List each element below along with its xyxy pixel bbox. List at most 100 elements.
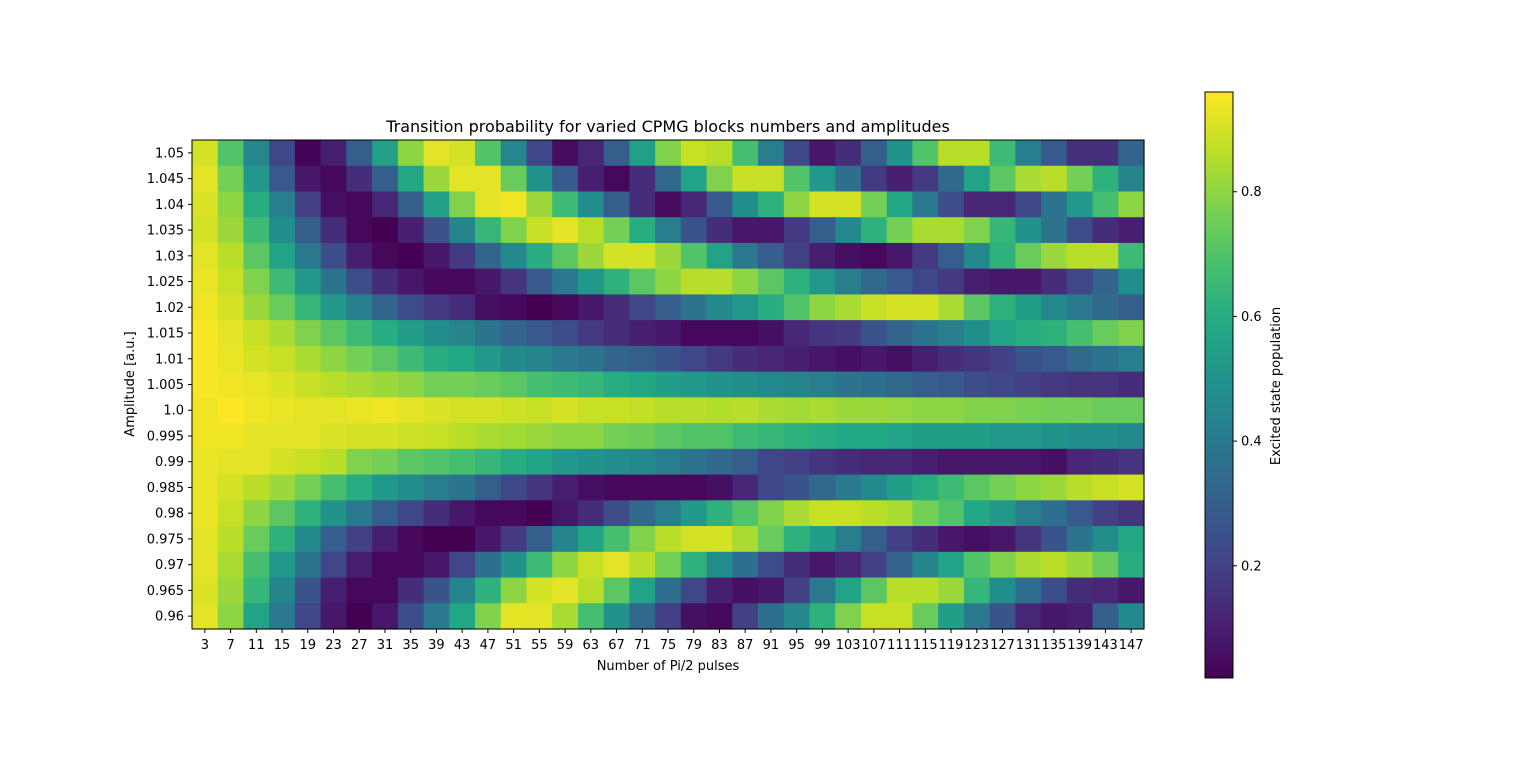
x-tick-label: 35 bbox=[402, 638, 419, 653]
heatmap-cell bbox=[243, 474, 270, 501]
heatmap-cell bbox=[809, 191, 836, 218]
heatmap-cell bbox=[475, 448, 502, 476]
heatmap-cell bbox=[1092, 526, 1119, 553]
heatmap-cell bbox=[449, 345, 476, 373]
heatmap-cell bbox=[809, 448, 836, 476]
heatmap-cell bbox=[397, 345, 425, 373]
heatmap-cell bbox=[192, 397, 219, 424]
x-tick-label: 107 bbox=[861, 638, 886, 653]
heatmap-cell bbox=[526, 397, 553, 424]
heatmap-cell bbox=[706, 165, 733, 193]
heatmap-cell bbox=[475, 500, 502, 527]
y-tick-label: 0.96 bbox=[155, 610, 184, 625]
heatmap-cell bbox=[835, 526, 862, 553]
heatmap-cell bbox=[320, 526, 347, 553]
heatmap-cell bbox=[680, 551, 708, 579]
heatmap-cell bbox=[1092, 140, 1119, 167]
heatmap-cell bbox=[989, 500, 1016, 527]
heatmap-cell bbox=[423, 242, 450, 270]
heatmap-cell bbox=[809, 603, 836, 630]
heatmap-cell bbox=[269, 448, 296, 476]
heatmap-cell bbox=[732, 268, 759, 296]
heatmap-cell bbox=[526, 140, 553, 167]
heatmap-cell bbox=[526, 526, 553, 553]
heatmap-cell bbox=[372, 500, 399, 527]
heatmap-cell bbox=[372, 577, 399, 604]
heatmap-cell bbox=[860, 423, 888, 450]
heatmap-cell bbox=[294, 603, 322, 630]
heatmap-cell bbox=[989, 165, 1016, 193]
heatmap-cell bbox=[989, 268, 1016, 296]
heatmap-cell bbox=[963, 448, 991, 476]
heatmap-cell bbox=[912, 423, 939, 450]
heatmap-cell bbox=[1066, 345, 1094, 373]
heatmap-cell bbox=[243, 577, 270, 604]
y-tick-label: 0.965 bbox=[147, 584, 184, 599]
heatmap-cell bbox=[835, 500, 862, 527]
heatmap-cell bbox=[1041, 423, 1068, 450]
heatmap-cell bbox=[372, 526, 399, 553]
heatmap-cell bbox=[655, 268, 682, 296]
heatmap-cell bbox=[269, 500, 296, 527]
heatmap-cell bbox=[655, 577, 682, 604]
heatmap-cell bbox=[989, 191, 1016, 218]
heatmap-cell bbox=[423, 268, 450, 296]
heatmap-cell bbox=[989, 551, 1016, 579]
heatmap-cell bbox=[526, 423, 553, 450]
heatmap-cell bbox=[294, 140, 322, 167]
heatmap-cell bbox=[346, 397, 373, 424]
heatmap-cell bbox=[1066, 603, 1094, 630]
heatmap-cell bbox=[552, 191, 579, 218]
heatmap-cell bbox=[346, 140, 373, 167]
heatmap-cell bbox=[217, 526, 245, 553]
heatmap-cell bbox=[809, 551, 836, 579]
heatmap-cell bbox=[758, 242, 785, 270]
heatmap-cell bbox=[475, 140, 502, 167]
heatmap-cell bbox=[475, 242, 502, 270]
heatmap-cell bbox=[449, 371, 476, 398]
heatmap-cell bbox=[860, 165, 888, 193]
heatmap-cell bbox=[758, 423, 785, 450]
heatmap-cell bbox=[346, 474, 373, 501]
heatmap-cell bbox=[783, 500, 811, 527]
heatmap-cell bbox=[320, 320, 347, 347]
heatmap-cell bbox=[269, 165, 296, 193]
x-tick-label: 139 bbox=[1067, 638, 1092, 653]
heatmap-cell bbox=[938, 242, 965, 270]
heatmap-cell bbox=[963, 397, 991, 424]
heatmap-cell bbox=[397, 217, 425, 244]
heatmap-cell bbox=[655, 242, 682, 270]
heatmap-cell bbox=[577, 294, 605, 321]
heatmap-cell bbox=[397, 165, 425, 193]
heatmap-cell bbox=[860, 242, 888, 270]
heatmap-cell bbox=[938, 191, 965, 218]
heatmap-cell bbox=[1066, 217, 1094, 244]
heatmap-cell bbox=[989, 320, 1016, 347]
heatmap-cell bbox=[320, 603, 347, 630]
heatmap-cell bbox=[1066, 371, 1094, 398]
heatmap-cell bbox=[294, 294, 322, 321]
x-axis-ticks: 3 7 11 15 19 23 27 31 35 39 43 47 51 55 59 63 67 71 75 79 83… bbox=[201, 629, 1144, 653]
heatmap-cell bbox=[243, 551, 270, 579]
heatmap-cell bbox=[886, 345, 914, 373]
heatmap-cell bbox=[706, 448, 733, 476]
heatmap-cell bbox=[500, 397, 528, 424]
heatmap-cell bbox=[989, 140, 1016, 167]
heatmap-cell bbox=[449, 165, 476, 193]
heatmap-cell bbox=[1066, 526, 1094, 553]
heatmap-cell bbox=[809, 577, 836, 604]
heatmap-cell bbox=[192, 165, 219, 193]
heatmap-cell bbox=[758, 603, 785, 630]
heatmap-cell bbox=[1015, 448, 1042, 476]
heatmap-cell bbox=[372, 268, 399, 296]
heatmap-cell bbox=[577, 551, 605, 579]
heatmap-cell bbox=[680, 500, 708, 527]
heatmap-cell bbox=[809, 371, 836, 398]
heatmap-cell bbox=[758, 371, 785, 398]
heatmap-cell bbox=[655, 397, 682, 424]
heatmap-cell bbox=[860, 603, 888, 630]
heatmap-cell bbox=[963, 320, 991, 347]
heatmap-cell bbox=[860, 345, 888, 373]
heatmap-cell bbox=[500, 577, 528, 604]
heatmap-cell bbox=[552, 474, 579, 501]
